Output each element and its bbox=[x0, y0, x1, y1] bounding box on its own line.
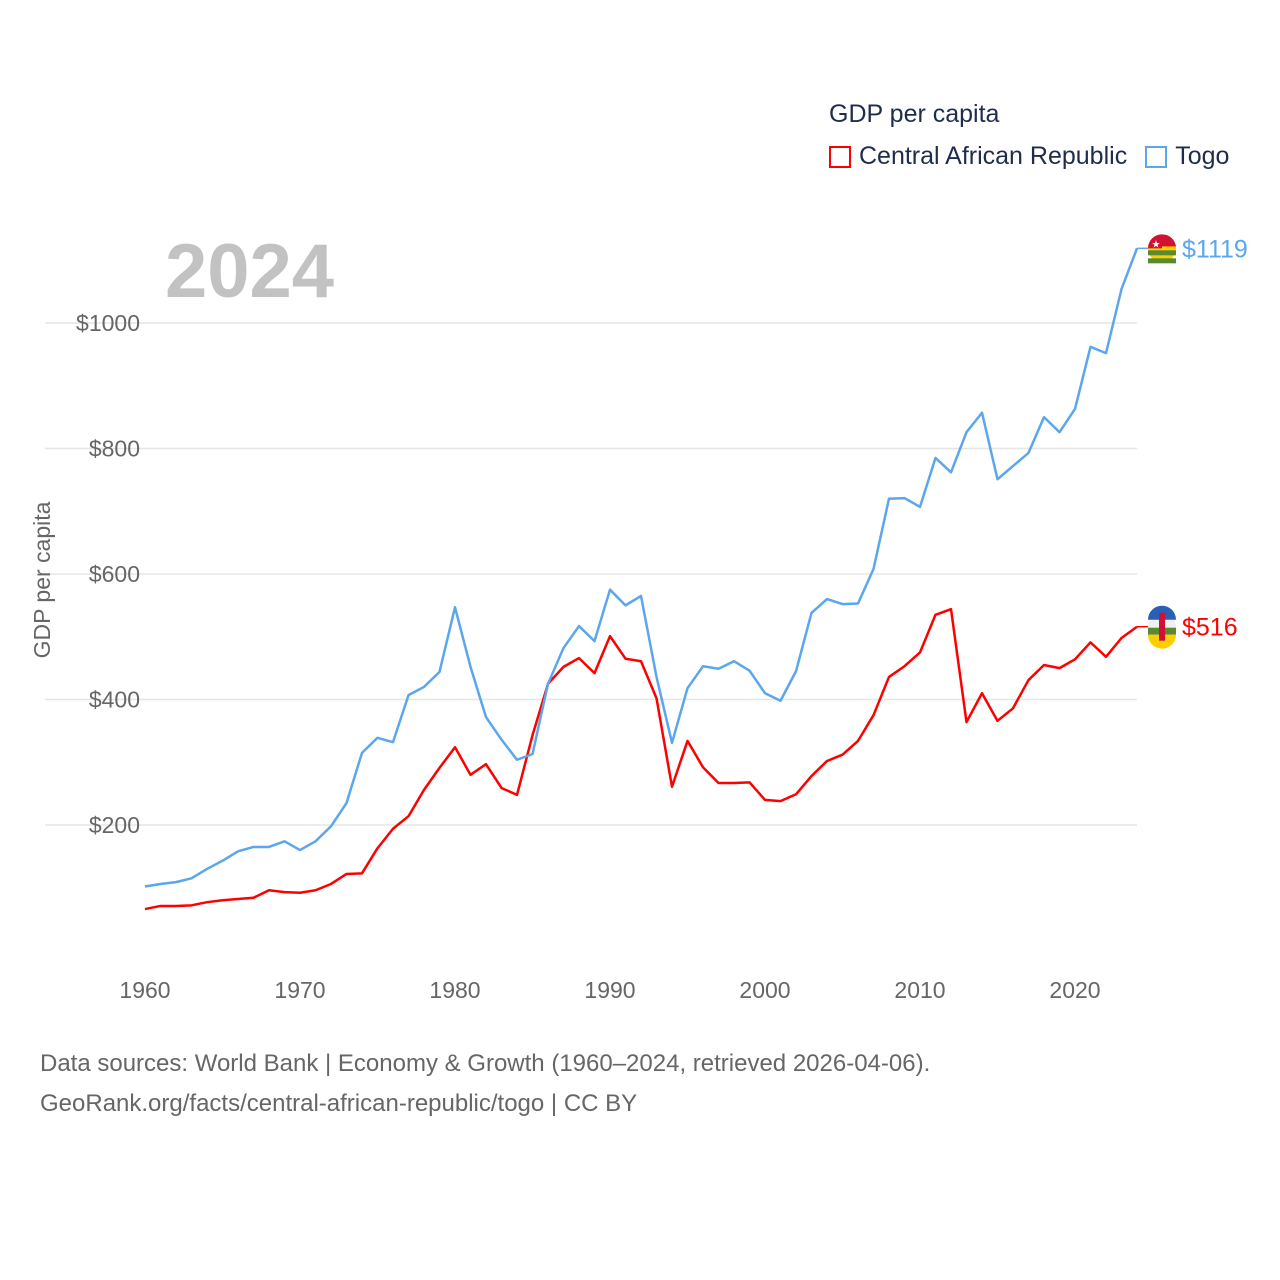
source-line-1: Data sources: World Bank | Economy & Gro… bbox=[40, 1050, 931, 1077]
x-tick-label: 2010 bbox=[894, 977, 945, 1003]
end-label-car: $516 bbox=[1182, 614, 1238, 642]
y-tick-label: $200 bbox=[89, 812, 140, 838]
end-label-togo: $1119 bbox=[1182, 235, 1248, 263]
source-line-2[interactable]: GeoRank.org/facts/central-african-republ… bbox=[40, 1090, 638, 1117]
x-tick-label: 2000 bbox=[739, 977, 790, 1003]
legend-swatch-car bbox=[829, 145, 851, 168]
x-tick-label: 1970 bbox=[274, 977, 325, 1003]
year-label: 2024 bbox=[165, 229, 335, 314]
series-line-car bbox=[144, 607, 1138, 911]
togo-flag-canton bbox=[1148, 234, 1162, 249]
y-tick-label: $1000 bbox=[76, 310, 140, 336]
legend-item-togo[interactable]: Togo bbox=[1145, 142, 1229, 171]
x-tick-label: 2020 bbox=[1049, 977, 1100, 1003]
car-flag-stripe bbox=[1148, 634, 1176, 649]
x-tick-label: 1990 bbox=[584, 977, 635, 1003]
y-tick-label: $800 bbox=[89, 436, 140, 462]
togo-flag-star: ★ bbox=[1152, 239, 1161, 250]
togo-flag-stripe bbox=[1148, 250, 1176, 256]
legend-label-car: Central African Republic bbox=[859, 142, 1128, 170]
y-tick-label: $600 bbox=[89, 561, 140, 587]
legend-label-togo: Togo bbox=[1175, 142, 1230, 170]
togo-flag-canton bbox=[1162, 234, 1176, 247]
car-flag-stripe bbox=[1159, 612, 1165, 641]
legend-item-car[interactable]: Central African Republic bbox=[829, 142, 1127, 171]
legend-swatch-togo bbox=[1145, 145, 1168, 168]
x-tick-label: 1980 bbox=[429, 977, 480, 1003]
legend-title: GDP per capita bbox=[829, 100, 1000, 128]
togo-flag-stripe bbox=[1148, 258, 1176, 264]
series-line-togo bbox=[144, 247, 1139, 888]
legend: Central African Republic Togo bbox=[829, 142, 1247, 171]
y-axis-label: GDP per capita bbox=[29, 501, 55, 658]
y-tick-label: $400 bbox=[89, 687, 140, 713]
x-tick-label: 1960 bbox=[119, 977, 170, 1003]
source-note: Data sources: World Bank | Economy & Gro… bbox=[40, 1044, 930, 1124]
